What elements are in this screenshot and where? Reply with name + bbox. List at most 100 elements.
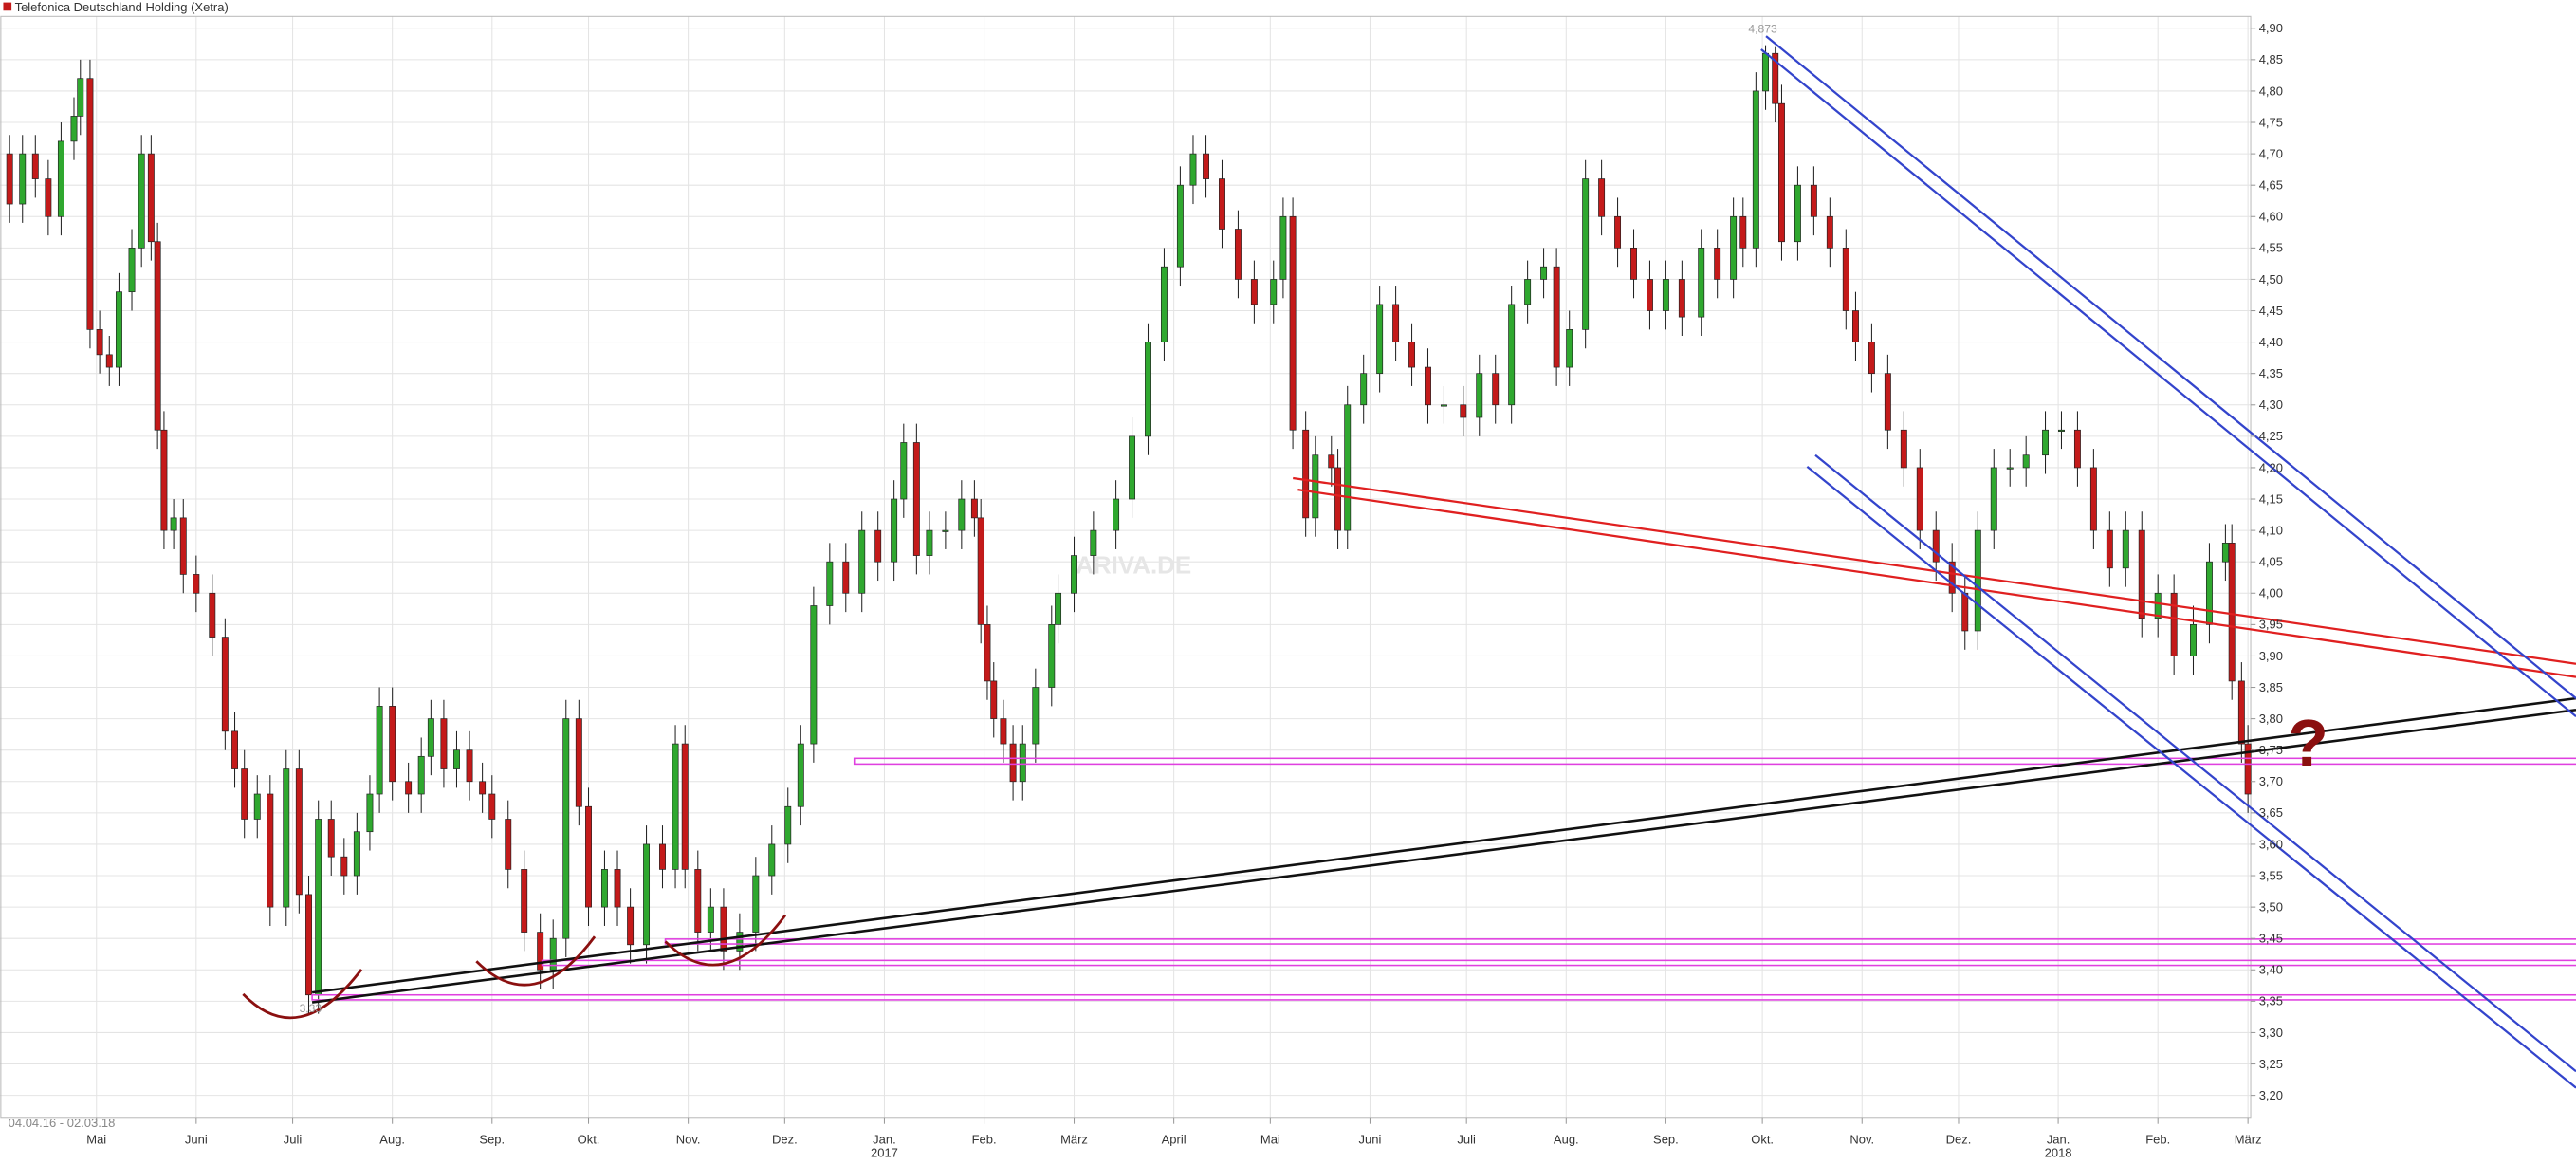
candle-body: [2089, 467, 2097, 531]
candle-body: [253, 793, 261, 820]
candle-body: [659, 843, 666, 870]
y-tick-label: 4,55: [2259, 241, 2283, 255]
candle-body: [70, 116, 78, 142]
y-tick-label: 3,90: [2259, 649, 2283, 663]
x-tick-label: Nov.: [1849, 1132, 1874, 1146]
candle-body: [768, 843, 776, 877]
high-label: 4,873: [1748, 23, 1777, 36]
y-tick-label: 4,05: [2259, 555, 2283, 569]
x-tick-label: März: [1060, 1132, 1088, 1146]
y-tick-label: 3,75: [2259, 743, 2283, 757]
candle-body: [1000, 718, 1007, 745]
y-tick-label: 3,60: [2259, 837, 2283, 851]
x-tick-label: Nov.: [676, 1132, 701, 1146]
x-tick-label: Juni: [1359, 1132, 1382, 1146]
candle-body: [1460, 404, 1467, 418]
y-tick-label: 4,45: [2259, 304, 2283, 318]
candle-body: [614, 869, 621, 908]
candle-body: [1662, 279, 1669, 311]
candle-body: [826, 561, 834, 606]
candle-body: [1376, 304, 1384, 375]
y-tick-label: 3,85: [2259, 680, 2283, 694]
x-tick-label: Feb.: [972, 1132, 997, 1146]
candle-body: [2006, 467, 2014, 470]
candle-body: [1810, 184, 1817, 217]
y-tick-label: 4,40: [2259, 335, 2283, 349]
candle-body: [1932, 529, 1940, 563]
candle-body: [1678, 279, 1685, 318]
candle-body: [1203, 153, 1209, 179]
x-tick-label: Sep.: [1653, 1132, 1679, 1146]
candle-body: [1714, 248, 1721, 280]
candle-body: [154, 241, 161, 431]
title-icon: [3, 2, 12, 11]
candle-body: [1752, 90, 1759, 249]
candle-body: [2154, 592, 2162, 619]
candle-body: [1582, 178, 1590, 330]
candle-body: [231, 730, 238, 769]
candle-body: [1360, 373, 1368, 406]
y-tick-label: 4,60: [2259, 210, 2283, 224]
candle-body: [2042, 429, 2049, 456]
candle-body: [315, 819, 322, 996]
candle-body: [736, 932, 744, 952]
candle-body: [810, 605, 818, 745]
candle-body: [2221, 542, 2229, 563]
candle-body: [45, 178, 52, 217]
candle-body: [1009, 743, 1017, 783]
grid: [0, 16, 2252, 1118]
trendlines: [242, 35, 2576, 1089]
candle-body: [694, 869, 702, 933]
x-tick-label: Jan.: [2047, 1132, 2070, 1146]
candle-body: [1250, 279, 1258, 305]
y-tick-label: 3,35: [2259, 994, 2283, 1008]
trendline: [1765, 35, 2576, 699]
candle-body: [600, 869, 608, 908]
candle-body: [2170, 592, 2178, 656]
candle-body: [417, 755, 425, 795]
candle-body: [1071, 555, 1077, 594]
candle-body: [1778, 102, 1785, 243]
candle-body: [1160, 266, 1168, 342]
candle-body: [707, 906, 714, 933]
x-tick-label: Juli: [284, 1132, 303, 1146]
y-tick-label: 3,30: [2259, 1026, 2283, 1040]
candle-body: [1698, 248, 1705, 318]
candle-body: [6, 153, 13, 205]
y-tick-label: 4,35: [2259, 366, 2283, 380]
candle-body: [1826, 215, 1833, 249]
candle-body: [1630, 248, 1637, 280]
candle-body: [1129, 435, 1136, 500]
candle-body: [340, 856, 348, 877]
candle-body: [1019, 743, 1026, 783]
candle-body: [537, 932, 544, 971]
y-tick-label: 4,00: [2259, 586, 2283, 601]
y-tick-label: 4,70: [2259, 146, 2283, 160]
candle-body: [353, 831, 360, 877]
candle-body: [160, 429, 168, 531]
candle-body: [96, 329, 103, 356]
candle-body: [488, 793, 496, 820]
candle-body: [627, 906, 635, 946]
candle-body: [1328, 454, 1335, 469]
candle-body: [1614, 215, 1622, 249]
y-tick-label: 3,80: [2259, 712, 2283, 726]
candle-body: [1189, 153, 1197, 186]
candle-body: [2138, 529, 2145, 619]
candle-body: [720, 906, 727, 952]
candle-body: [797, 743, 804, 807]
candle-body: [376, 706, 383, 795]
candle-body: [2190, 624, 2197, 656]
candle-body: [1055, 592, 1062, 625]
candle-body: [440, 718, 448, 769]
candle-body: [549, 937, 557, 971]
candle-body: [327, 819, 335, 858]
candle-body: [241, 768, 248, 820]
support-zone: [853, 757, 2576, 766]
candle-body: [858, 529, 866, 594]
y-tick-label: 4,85: [2259, 52, 2283, 66]
year-label: 2017: [871, 1145, 898, 1159]
y-tick-label: 4,15: [2259, 491, 2283, 506]
trendline: [1814, 453, 2576, 1073]
